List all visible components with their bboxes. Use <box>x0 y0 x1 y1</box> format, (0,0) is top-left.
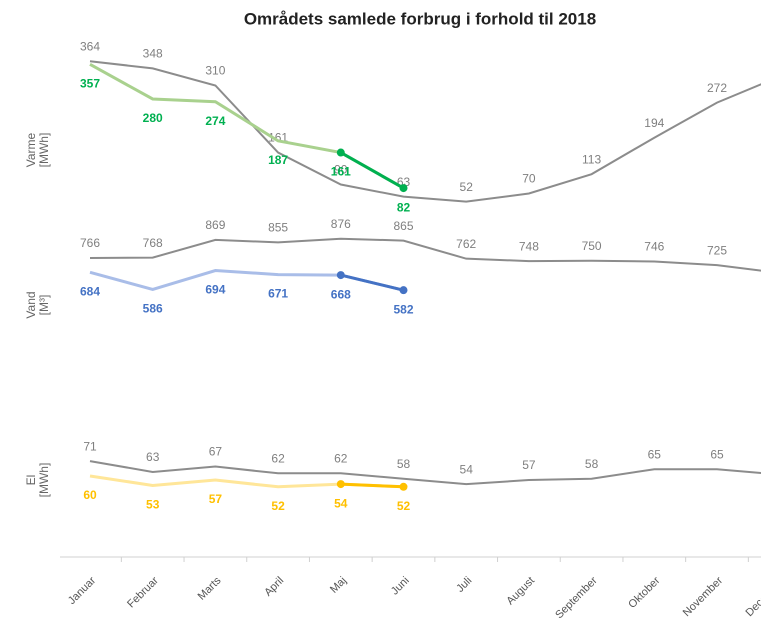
data-label: 90 <box>334 163 348 177</box>
series-line <box>89 237 761 272</box>
highlight-point <box>399 184 408 193</box>
data-label: 694 <box>205 283 225 297</box>
data-label: 746 <box>644 240 664 254</box>
x-tick-label: Juli <box>454 575 474 595</box>
data-label: 671 <box>268 287 288 301</box>
data-label: 67 <box>209 445 223 459</box>
y-axis-label: [M³] <box>37 295 51 316</box>
data-label: 71 <box>83 439 97 453</box>
data-label: 668 <box>331 287 351 301</box>
x-tick-label: Juni <box>389 575 412 598</box>
x-tick-label: Februar <box>125 574 161 610</box>
x-tick-label: Oktober <box>626 574 662 610</box>
data-label: 65 <box>710 447 724 461</box>
highlight-point <box>399 482 408 491</box>
series-line <box>89 460 761 486</box>
y-axis-label: Varme <box>24 132 38 167</box>
data-label: 62 <box>271 451 285 465</box>
y-axis-label: Vand <box>24 291 38 318</box>
series-line <box>89 60 761 203</box>
data-label: 187 <box>268 153 288 167</box>
data-label: 82 <box>397 200 411 214</box>
data-label: 274 <box>205 114 225 128</box>
data-label: 748 <box>519 239 539 253</box>
x-tick-label: November <box>681 574 726 619</box>
x-tick-label: Marts <box>196 574 224 602</box>
data-label: 52 <box>460 180 474 194</box>
x-tick-label: December <box>744 574 761 619</box>
highlight-line <box>340 151 405 190</box>
data-label: 57 <box>209 492 223 506</box>
data-label: 52 <box>271 499 285 513</box>
data-label: 364 <box>80 39 100 53</box>
x-tick-label: August <box>504 575 537 608</box>
data-label: 54 <box>334 496 348 510</box>
data-label: 194 <box>644 116 664 130</box>
x-tick-label: September <box>553 574 600 620</box>
y-axis-label: [MWh] <box>37 133 51 168</box>
data-label: 58 <box>585 457 599 471</box>
data-label: 272 <box>707 81 727 95</box>
data-label: 70 <box>522 172 536 186</box>
data-label: 876 <box>331 217 351 231</box>
data-label: 113 <box>582 152 601 166</box>
highlight-point <box>336 271 345 280</box>
data-label: 280 <box>143 111 163 125</box>
data-label: 750 <box>582 239 602 253</box>
data-label: 762 <box>456 237 476 251</box>
data-label: 58 <box>397 457 411 471</box>
highlight-point <box>336 148 345 157</box>
data-label: 63 <box>146 450 160 464</box>
data-label: 62 <box>334 451 348 465</box>
x-tick-label: Maj <box>328 575 349 596</box>
highlight-point <box>399 286 408 295</box>
data-label: 725 <box>707 243 727 257</box>
data-label: 57 <box>522 458 536 472</box>
data-label: 348 <box>143 47 163 61</box>
data-label: 60 <box>83 488 97 502</box>
chart-title: Områdets samlede forbrug i forhold til 2… <box>244 9 596 28</box>
x-tick-label: Januar <box>66 574 99 607</box>
data-label: 869 <box>205 218 225 232</box>
data-label: 766 <box>80 236 100 250</box>
data-label: 768 <box>143 236 163 250</box>
data-label: 586 <box>143 302 163 316</box>
data-label: 52 <box>397 499 411 513</box>
data-label: 54 <box>460 462 474 476</box>
highlight-line <box>340 482 404 489</box>
data-label: 855 <box>268 221 288 235</box>
data-label: 161 <box>331 165 351 179</box>
highlight-point <box>336 480 345 489</box>
data-label: 684 <box>80 284 100 298</box>
data-label: 357 <box>80 77 100 91</box>
data-label: 310 <box>205 64 225 78</box>
data-label: 865 <box>393 219 413 233</box>
highlight-line <box>340 273 404 292</box>
x-tick-label: April <box>262 575 286 599</box>
data-label: 65 <box>648 447 662 461</box>
y-axis-label: [MWh] <box>37 463 51 498</box>
series-line <box>89 63 405 190</box>
data-label: 53 <box>146 498 160 512</box>
y-axis-label: El <box>24 475 38 486</box>
data-label: 582 <box>393 302 413 316</box>
